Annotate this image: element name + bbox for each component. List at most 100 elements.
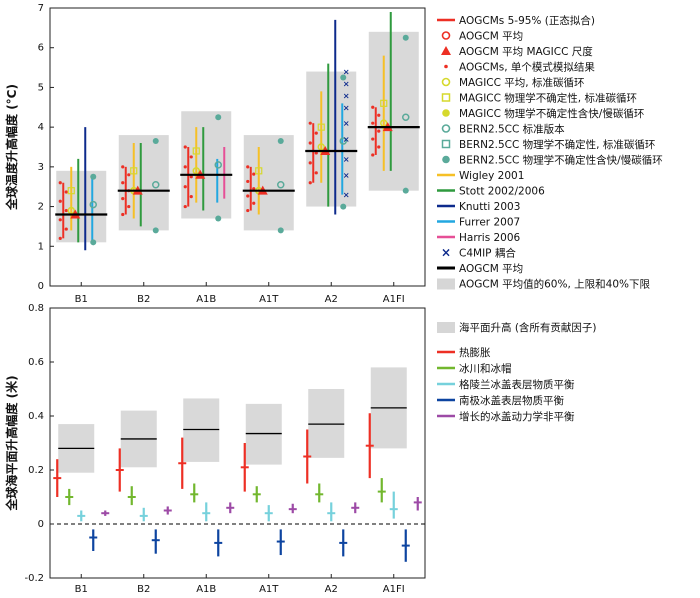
- bern-marker: [89, 200, 97, 209]
- legend-label: Harris 2006: [459, 232, 521, 244]
- total-range-box: [308, 389, 345, 458]
- aogcm-model-dot: [58, 218, 62, 222]
- y-tick-label: 3: [38, 162, 44, 173]
- magicc-square-marker: [67, 187, 75, 195]
- aogcm-model-dot: [183, 204, 187, 209]
- aogcm-model-dot: [189, 175, 193, 179]
- bern-star-marker: [90, 173, 97, 180]
- aogcm-model-dot: [246, 194, 250, 198]
- bern-marker: [214, 161, 222, 169]
- x-tick-label: A1T: [259, 584, 279, 595]
- aogcm-model-dot: [121, 212, 125, 217]
- y-tick-label: 0.8: [28, 303, 44, 314]
- legend-ring-symbol: [441, 31, 451, 40]
- y-tick-label: 7: [38, 3, 44, 14]
- plot-frame: [49, 307, 426, 579]
- y-tick-label: 1: [38, 241, 44, 252]
- aogcm-model-dot: [183, 185, 187, 189]
- sea-level-legend: 海平面升高 (含所有贡献因子) 热膨胀冰川和冰帽格陵兰冰盖表层物质平衡南极冰盖表层…: [437, 321, 597, 423]
- aogcm-model-dot: [127, 204, 131, 209]
- legend-label: BERN2.5CC 标准版本: [459, 123, 565, 136]
- bern-star-marker: [90, 239, 97, 246]
- y-axis-label: 全球海平面升高幅度 (米): [4, 375, 19, 511]
- legend-label: AOGCM 平均: [459, 263, 523, 275]
- c4mip-cross: ×: [343, 191, 350, 200]
- legend-star-symbol: [442, 155, 450, 164]
- bern-marker: [339, 137, 347, 145]
- aogcm-model-dot: [246, 179, 250, 184]
- aogcm-model-dot: [371, 137, 375, 141]
- legend-dot-symbol: [444, 64, 448, 69]
- legend-ring-symbol: [441, 77, 451, 87]
- y-tick-label: 6: [38, 43, 44, 54]
- aogcm-model-dot: [252, 201, 256, 205]
- legend-label: Furrer 2007: [459, 217, 520, 229]
- aogcm-model-dot: [371, 121, 375, 125]
- y-tick-label: 5: [38, 82, 44, 93]
- legend-star-symbol: [442, 109, 450, 117]
- x-tick-label: A1FI: [383, 294, 405, 305]
- legend-label: 海平面升高 (含所有贡献因子): [459, 321, 597, 334]
- aogcm-model-dot: [246, 165, 250, 169]
- bern-star-marker: [215, 215, 222, 222]
- aogcm-model-dot: [308, 181, 312, 185]
- range-box: [368, 31, 419, 191]
- c4mip-cross: ×: [343, 119, 350, 128]
- c4mip-cross: ×: [343, 68, 350, 77]
- legend-label: Knutti 2003: [459, 201, 520, 213]
- aogcm-model-dot: [314, 151, 318, 155]
- legend-label: AOGCM 平均: [459, 31, 523, 43]
- bern-star-marker: [340, 203, 347, 210]
- bern-star-marker: [277, 227, 284, 234]
- y-tick-label: 0.4: [28, 411, 44, 422]
- c4mip-cross: ×: [343, 79, 350, 88]
- c4mip-cross: ×: [343, 135, 350, 144]
- plot-frame: [49, 7, 426, 287]
- y-tick-label: 0.2: [28, 465, 44, 476]
- legend-label: 增长的冰盖动力学非平衡: [459, 410, 575, 423]
- c4mip-cross: ×: [343, 155, 350, 164]
- aogcm-model-dot: [58, 236, 62, 240]
- legend-label: MAGICC 物理学不确定性含快/慢碳循环: [459, 107, 644, 120]
- bern-star-marker: [340, 74, 347, 81]
- aogcm-model-dot: [371, 105, 375, 109]
- x-tick-label: B2: [137, 294, 150, 305]
- range-box: [306, 71, 357, 207]
- magicc-square-marker: [192, 147, 200, 155]
- x-tick-label: A2: [325, 584, 338, 595]
- legend-label: C4MIP 耦合: [459, 247, 516, 260]
- y-tick-label: 0.6: [28, 357, 44, 368]
- y-axis-label: 全球温度升高幅度 (°C): [4, 84, 19, 211]
- temperature-legend: AOGCMs 5-95% (正态拟合) AOGCM 平均 AOGCM 平均 MAGI…: [437, 14, 663, 291]
- total-range-box: [245, 403, 282, 465]
- c4mip-cross: ×: [343, 171, 350, 180]
- aogcm-model-dot: [371, 153, 375, 157]
- aogcm-model-dot: [314, 131, 318, 135]
- range-box: [56, 170, 107, 243]
- aogcm-model-dot: [314, 171, 318, 175]
- aogcm-model-dot: [252, 187, 256, 191]
- aogcm-model-dot: [58, 199, 62, 203]
- aogcm-model-dot: [246, 208, 250, 213]
- aogcm-model-dot: [377, 129, 381, 133]
- legend-square-symbol: [441, 139, 451, 149]
- x-tick-label: A1FI: [383, 584, 405, 595]
- range-box: [118, 135, 169, 231]
- aogcm-model-dot: [121, 165, 125, 169]
- aogcm-model-dot: [189, 195, 193, 199]
- y-tick-label: 0: [38, 281, 44, 292]
- legend-label: 热膨胀: [459, 346, 491, 359]
- x-tick-label: B2: [137, 584, 150, 595]
- aogcm-model-dot: [64, 208, 68, 213]
- x-tick-label: A1B: [196, 294, 216, 305]
- legend-label: MAGICC 物理学不确定性, 标准碳循环: [459, 92, 637, 105]
- bern-marker: [152, 180, 160, 189]
- aogcm-model-dot: [377, 113, 381, 117]
- aogcm-model-dot: [58, 181, 62, 185]
- aogcm-model-dot: [121, 197, 125, 201]
- bern-star-marker: [402, 34, 409, 41]
- aogcm-model-dot: [308, 121, 312, 125]
- sea-level-panel: -0.2 0 0.2 0.4 0.6 0.8 B1 B2 A1B A1T A2 A1FI 全球海平面升高…: [4, 303, 426, 595]
- legend-label: 南极冰盖表层物质平衡: [459, 394, 564, 407]
